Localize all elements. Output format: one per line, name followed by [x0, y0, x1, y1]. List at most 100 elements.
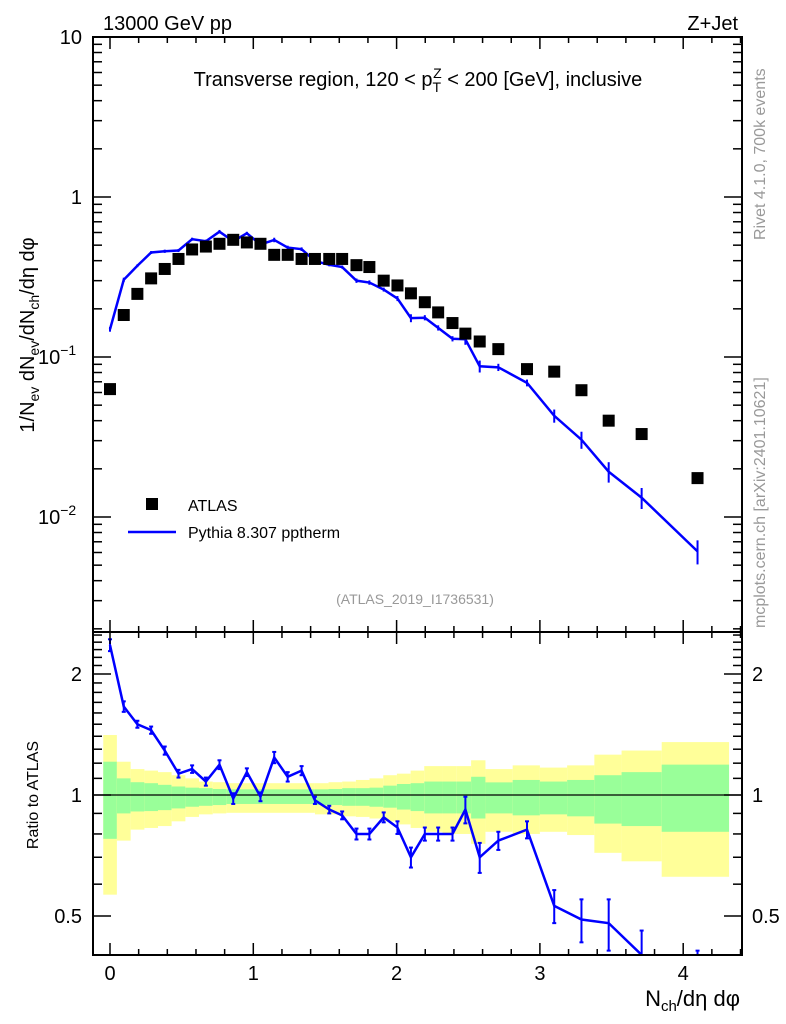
band-green: [567, 779, 595, 817]
band-green: [342, 788, 356, 806]
x-tick-label: 3: [534, 963, 545, 985]
band-green: [369, 787, 384, 807]
atlas-point: [492, 343, 505, 356]
rivet-label: Rivet 4.1.0, 700k events: [752, 68, 769, 240]
band-green: [116, 778, 131, 814]
band-green: [103, 761, 117, 839]
atlas-point: [145, 272, 158, 285]
plot-title-sub: T: [433, 79, 442, 95]
atlas-point: [186, 243, 199, 256]
main-panel-marks: [104, 229, 704, 565]
band-green: [158, 784, 172, 811]
atlas-point: [446, 317, 459, 330]
atlas-point: [227, 233, 240, 246]
band-green: [661, 764, 730, 832]
y-tick-label: 10: [60, 27, 82, 49]
ratio-tick-label-right: 1: [752, 785, 763, 807]
band-green: [185, 787, 199, 807]
atlas-point: [240, 236, 253, 249]
band-green: [198, 788, 213, 806]
ratio-y-axis-label: Ratio to ATLAS: [25, 741, 42, 849]
atlas-point: [391, 279, 404, 292]
band-green: [485, 782, 513, 814]
band-green: [383, 785, 397, 808]
axis-ticks: 0 1 2 3 4 10 1 10−1 10−2 2 2 1 1 0.5 0.5: [38, 27, 780, 985]
atlas-point: [336, 252, 349, 265]
band-green: [512, 779, 540, 816]
band-green: [594, 775, 622, 824]
band-green: [471, 776, 486, 819]
ratio-uncertainty-bands: [103, 735, 730, 895]
atlas-point: [323, 252, 336, 265]
y-tick-label: 10−1: [38, 342, 76, 369]
atlas-point: [575, 384, 588, 397]
atlas-point: [199, 240, 212, 253]
atlas-point: [459, 327, 472, 340]
plot-title-rest: < 200 [GeV], inclusive: [442, 69, 643, 91]
ratio-tick-label-left: 2: [71, 664, 82, 686]
ratio-panel-frame: [92, 631, 743, 956]
ratio-tick-label-left: 1: [71, 785, 82, 807]
band-green: [226, 789, 315, 804]
atlas-point: [117, 309, 130, 322]
atlas-point: [521, 363, 534, 376]
legend-pythia-label: Pythia 8.307 pptherm: [188, 525, 340, 542]
legend-atlas-label: ATLAS: [188, 498, 238, 515]
atlas-point: [363, 261, 376, 274]
x-tick-label: 1: [248, 963, 259, 985]
band-green: [212, 788, 227, 806]
plot-title-sup: Z: [433, 65, 442, 81]
atlas-point: [404, 287, 417, 300]
energy-label: 13000 GeV pp: [103, 13, 232, 35]
atlas-point: [602, 414, 615, 427]
atlas-point: [418, 296, 431, 309]
y-tick-label: 10−2: [38, 502, 76, 529]
legend-atlas-marker: [146, 498, 158, 510]
band-green: [621, 772, 662, 827]
atlas-point: [473, 335, 486, 348]
mcplots-label: mcplots.cern.ch [arXiv:2401.10621]: [752, 377, 769, 628]
x-axis-label: Nch/dη dφ: [645, 986, 740, 1015]
band-green: [171, 786, 186, 809]
band-green: [410, 783, 425, 812]
atlas-point: [691, 472, 704, 485]
band-green: [130, 782, 145, 812]
ratio-panel-marks: [108, 638, 700, 955]
y-tick-label: 1: [71, 187, 82, 209]
band-green: [328, 788, 343, 806]
band-green: [396, 784, 411, 810]
main-panel-frame: [92, 36, 743, 633]
process-label: Z+Jet: [687, 13, 738, 35]
plot-title-main: Transverse region, 120 < p: [194, 69, 433, 91]
atlas-point: [295, 252, 308, 265]
ratio-tick-label-left: 0.5: [54, 906, 82, 928]
band-green: [442, 781, 457, 814]
analysis-label: (ATLAS_2019_I1736531): [336, 591, 494, 607]
band-green: [539, 781, 568, 815]
atlas-point: [281, 248, 294, 261]
x-tick-label: 2: [391, 963, 402, 985]
atlas-point: [254, 237, 267, 250]
atlas-point: [432, 306, 445, 319]
ratio-tick-label-right: 0.5: [752, 906, 780, 928]
plot-title: Transverse region, 120 < pTZ < 200 [GeV]…: [194, 65, 643, 95]
atlas-point: [172, 252, 185, 265]
x-tick-label: 0: [104, 963, 115, 985]
main-y-axis-label: 1/Nev dNev/dNch/dη dφ: [17, 237, 42, 432]
band-green: [355, 788, 370, 806]
atlas-point: [268, 248, 281, 261]
ratio-tick-label-right: 2: [752, 664, 763, 686]
atlas-point: [635, 428, 648, 441]
atlas-point: [350, 259, 363, 272]
atlas-point: [548, 365, 561, 378]
atlas-point: [213, 237, 226, 250]
atlas-point: [158, 262, 171, 275]
band-green: [144, 783, 159, 812]
atlas-point: [377, 274, 390, 287]
atlas-point: [104, 383, 116, 396]
legend: ATLAS Pythia 8.307 pptherm: [128, 498, 340, 542]
x-tick-label: 4: [678, 963, 689, 985]
atlas-point: [131, 287, 144, 300]
band-green: [424, 781, 443, 814]
